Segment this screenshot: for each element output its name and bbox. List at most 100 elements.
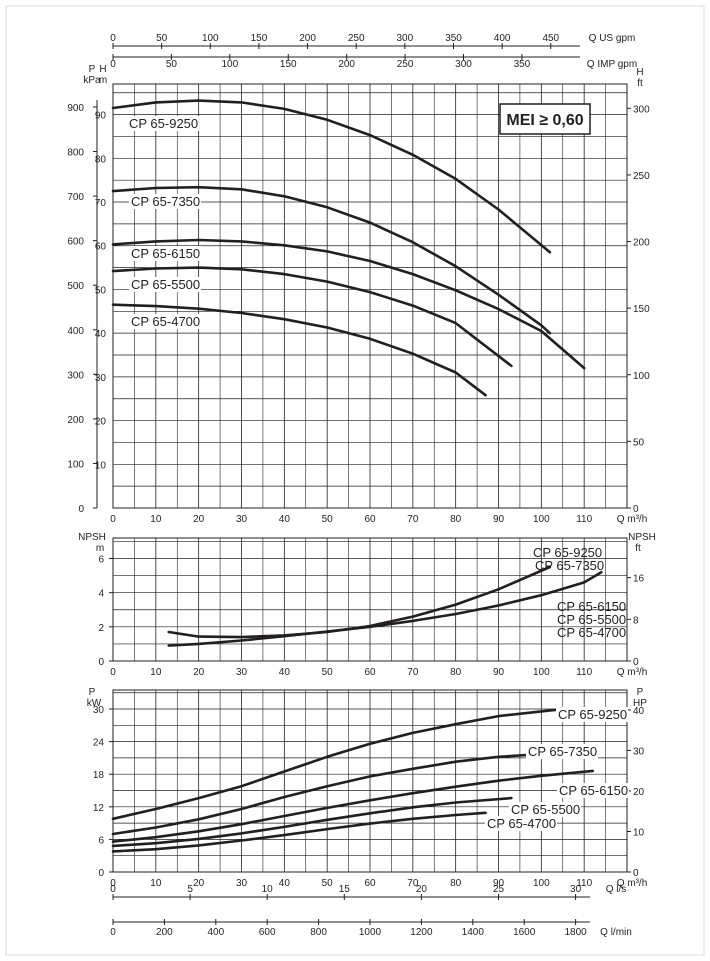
head-curve — [111, 266, 513, 368]
x-tick-label: 90 — [493, 667, 505, 678]
npsh-curve — [167, 570, 603, 647]
power-curve — [111, 811, 487, 853]
top-axis-label: Q US gpm — [589, 33, 636, 44]
npsh-curve-label: CP 65-6150 — [557, 599, 626, 614]
kpa-tick-label: 300 — [67, 370, 84, 381]
hp-axis-title: P — [637, 687, 644, 698]
top-axis-tick-label: 300 — [455, 59, 472, 70]
kw-tick-label: 30 — [93, 705, 105, 716]
bottom-axis-label: Q l/s — [606, 884, 627, 895]
bottom-axis-tick-label: 1600 — [513, 927, 536, 938]
bottom-axis-tick-label: 400 — [207, 927, 224, 938]
top-axis-tick-label: 350 — [445, 33, 462, 44]
top-axis-tick-label: 250 — [397, 59, 414, 70]
x-tick-label: 80 — [450, 878, 462, 889]
top-axis-tick-label: 0 — [110, 33, 116, 44]
head-curve-label-bg — [129, 314, 201, 329]
power-curve-label: CP 65-7350 — [528, 744, 597, 759]
kw-tick-label: 18 — [93, 770, 105, 781]
mei-badge-box — [499, 103, 591, 135]
bottom-axis-tick-label: 1200 — [410, 927, 433, 938]
power-curve-label: CP 65-6150 — [559, 783, 628, 798]
x-tick-label: 40 — [279, 514, 291, 525]
head-curve — [111, 185, 552, 335]
bottom-axis-tick-label: 30 — [570, 884, 582, 895]
head-curve-label-bg — [129, 277, 201, 292]
power-axis-title: P — [89, 687, 96, 698]
power-curve-label-bg — [556, 707, 628, 722]
top-axis-tick-label: 200 — [338, 59, 355, 70]
npsh-axis-title: NPSH — [78, 532, 106, 543]
head-curve-label: CP 65-4700 — [131, 314, 200, 329]
kpa-tick-label: 500 — [67, 281, 84, 292]
top-axis-tick-label: 450 — [542, 33, 559, 44]
x-axis-label: Q m³/h — [617, 514, 648, 525]
kw-tick-label: 0 — [98, 868, 104, 879]
head-m-tick-label: 40 — [95, 329, 107, 340]
ft-tick-label: 300 — [633, 104, 650, 115]
top-axis-tick-label: 200 — [299, 33, 316, 44]
power-curve-label: CP 65-9250 — [558, 707, 627, 722]
x-tick-label: 20 — [193, 878, 205, 889]
ft-tick-label: 50 — [633, 437, 645, 448]
x-tick-label: 10 — [150, 667, 162, 678]
head-curve-label-bg — [129, 246, 201, 261]
head-m-tick-label: 60 — [95, 242, 107, 253]
head-curve — [111, 303, 487, 397]
top-axis-tick-label: 250 — [348, 33, 365, 44]
npsh-ft-tick-label: 0 — [633, 657, 639, 668]
x-axis-label: Q m³/h — [617, 878, 648, 889]
bottom-axis-tick-label: 15 — [339, 884, 351, 895]
npsh-axis-unit: m — [96, 543, 104, 554]
hp-tick-label: 10 — [633, 827, 645, 838]
bottom-axis-tick-label: 200 — [156, 927, 173, 938]
head-m-tick-label: 70 — [95, 198, 107, 209]
head-curve-label: CP 65-7350 — [131, 194, 200, 209]
x-axis-label: Q m³/h — [617, 667, 648, 678]
head-curve-label-bg — [127, 116, 199, 131]
bottom-axis-label: Q l/min — [600, 927, 632, 938]
x-tick-label: 0 — [110, 667, 116, 678]
power-curve-label-bg — [526, 744, 598, 759]
head-m-axis-unit: m — [99, 75, 107, 86]
x-tick-label: 60 — [364, 514, 376, 525]
bottom-axis-tick-label: 0 — [110, 927, 116, 938]
bottom-axis-tick-label: 10 — [262, 884, 274, 895]
power-curve — [111, 708, 560, 821]
x-tick-label: 20 — [193, 667, 205, 678]
head-m-tick-label: 80 — [95, 154, 107, 165]
top-axis-label: Q IMP gpm — [587, 59, 637, 70]
head-m-tick-label: 20 — [95, 417, 107, 428]
power-curve-label: CP 65-5500 — [511, 802, 580, 817]
npsh-tick-label: 2 — [98, 623, 104, 634]
x-tick-label: 60 — [364, 667, 376, 678]
bottom-axis-tick-label: 5 — [187, 884, 193, 895]
x-tick-label: 70 — [407, 667, 419, 678]
hp-tick-label: 0 — [633, 868, 639, 879]
x-tick-label: 30 — [236, 667, 248, 678]
x-tick-label: 30 — [236, 514, 248, 525]
ft-tick-label: 250 — [633, 171, 650, 182]
x-tick-label: 70 — [407, 514, 419, 525]
x-tick-label: 110 — [576, 514, 592, 525]
x-tick-label: 80 — [450, 667, 462, 678]
head-ft-axis-unit: ft — [637, 78, 643, 89]
npsh-curve-label: CP 65-5500 — [557, 612, 626, 627]
top-axis-tick-label: 50 — [166, 59, 178, 70]
npsh-tick-label: 0 — [98, 657, 104, 668]
head-curve-label-bg — [129, 194, 201, 209]
ft-tick-label: 0 — [633, 504, 639, 515]
x-tick-label: 100 — [533, 667, 550, 678]
top-axis-tick-label: 50 — [156, 33, 168, 44]
kw-tick-label: 6 — [98, 835, 104, 846]
head-m-tick-label: 30 — [95, 373, 107, 384]
x-tick-label: 90 — [493, 878, 505, 889]
head-m-tick-label: 90 — [95, 111, 107, 122]
x-tick-label: 90 — [493, 514, 505, 525]
x-tick-label: 0 — [110, 514, 116, 525]
npsh-ft-tick-label: 16 — [633, 574, 645, 585]
x-tick-label: 40 — [279, 667, 291, 678]
x-tick-label: 50 — [322, 514, 334, 525]
bottom-axis-tick-label: 600 — [259, 927, 276, 938]
npsh-curve-label: CP 65-7350 — [535, 558, 604, 573]
